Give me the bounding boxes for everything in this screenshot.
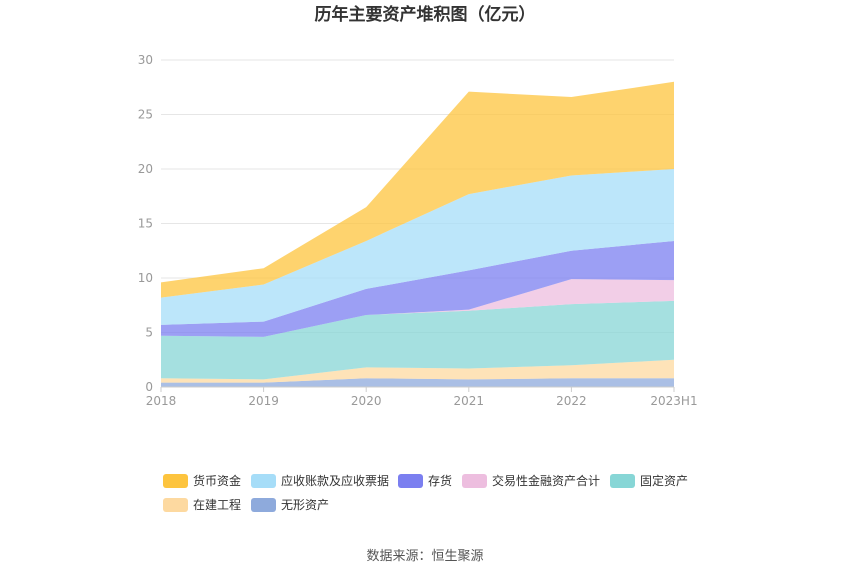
y-tick-label: 0 xyxy=(145,380,153,394)
y-tick-label: 30 xyxy=(138,53,153,67)
legend-item[interactable]: 无形资产 xyxy=(251,498,329,512)
x-tick-label: 2021 xyxy=(454,394,485,408)
x-tick-label: 2020 xyxy=(351,394,382,408)
axes: 0 5 10 15 20 25 30 2018 2019 2020 2021 2022 2023H1 xyxy=(138,53,698,408)
area-series-6 xyxy=(161,81,674,298)
area-series-3 xyxy=(161,279,674,337)
area-series xyxy=(161,81,674,387)
x-tick-label: 2023H1 xyxy=(650,394,697,408)
y-tick-label: 10 xyxy=(138,271,153,285)
legend-label: 无形资产 xyxy=(281,498,329,512)
area-series-0 xyxy=(161,378,674,387)
legend-label: 存货 xyxy=(428,473,452,488)
area-series-5 xyxy=(161,169,674,325)
legend-label: 应收账款及应收票据 xyxy=(281,473,389,488)
legend-item[interactable]: 存货 xyxy=(398,473,452,488)
legend-swatch xyxy=(251,474,276,488)
legend-item[interactable]: 在建工程 xyxy=(163,497,241,512)
legend-swatch xyxy=(163,474,188,488)
legend-swatch xyxy=(163,498,188,512)
legend-item[interactable]: 应收账款及应收票据 xyxy=(251,473,389,488)
x-tick-label: 2019 xyxy=(248,394,279,408)
legend-swatch xyxy=(398,474,423,488)
legend-item[interactable]: 交易性金融资产合计 xyxy=(462,473,600,488)
legend-swatch xyxy=(610,474,635,488)
legend-item[interactable]: 货币资金 xyxy=(163,473,241,488)
data-source: 数据来源：恒生聚源 xyxy=(366,549,483,564)
y-tick-label: 20 xyxy=(138,162,153,176)
y-tick-label: 5 xyxy=(145,326,153,340)
area-series-4 xyxy=(161,240,674,337)
area-series-2 xyxy=(161,300,674,380)
area-series-1 xyxy=(161,359,674,383)
legend-swatch xyxy=(251,498,276,512)
legend-label: 货币资金 xyxy=(193,473,241,488)
x-tick-label: 2018 xyxy=(146,394,177,408)
legend-label: 在建工程 xyxy=(193,497,241,512)
y-tick-label: 25 xyxy=(138,108,153,122)
chart-title: 历年主要资产堆积图（亿元） xyxy=(315,4,536,25)
x-tick-label: 2022 xyxy=(556,394,587,408)
legend-label: 固定资产 xyxy=(640,473,688,488)
legend-item[interactable]: 固定资产 xyxy=(610,473,688,488)
legend-label: 交易性金融资产合计 xyxy=(492,473,600,488)
y-tick-label: 15 xyxy=(138,217,153,231)
legend-swatch xyxy=(462,474,487,488)
